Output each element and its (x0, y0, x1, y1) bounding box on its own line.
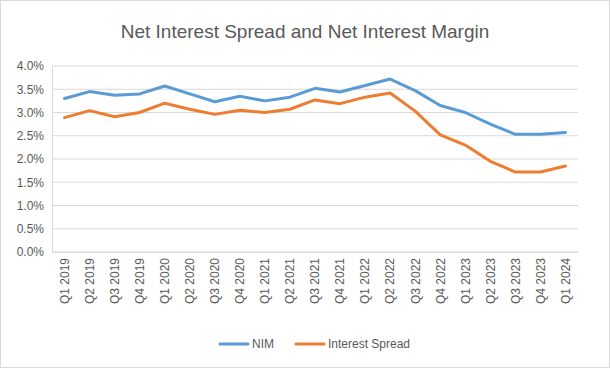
x-tick-label: Q2 2021 (283, 258, 297, 304)
x-tick-label: Q3 2022 (409, 258, 423, 304)
y-tick: 3.0% (17, 106, 52, 120)
y-tick: 4.0% (17, 59, 52, 73)
y-tick-label: 0.5% (17, 222, 45, 236)
legend-swatch (296, 343, 324, 346)
y-tick: 0.5% (17, 222, 52, 236)
x-tick: Q3 2021 (308, 252, 322, 304)
x-tick-label: Q3 2021 (308, 258, 322, 304)
x-tick-label: Q2 2023 (484, 258, 498, 304)
x-tick: Q1 2024 (559, 252, 573, 304)
x-tick: Q4 2021 (333, 252, 347, 304)
x-tick: Q1 2021 (258, 252, 272, 304)
x-tick: Q3 2022 (409, 252, 423, 304)
x-tick: Q1 2020 (158, 252, 172, 304)
x-axis: Q1 2019 Q2 2019 Q3 2019 Q4 2019 Q1 2020 Q2 20… (53, 252, 579, 304)
x-tick-label: Q1 2019 (58, 258, 72, 304)
grid-line (52, 205, 578, 206)
y-tick-label: 2.5% (17, 129, 45, 143)
chart-frame (1, 1, 610, 368)
x-tick-label: Q1 2022 (358, 258, 372, 304)
x-tick: Q2 2020 (183, 252, 197, 304)
y-axis-line (52, 67, 53, 253)
x-tick-label: Q4 2022 (434, 258, 448, 304)
legend-label: NIM (252, 337, 274, 351)
x-tick-label: Q4 2023 (534, 258, 548, 304)
x-tick-label: Q1 2020 (158, 258, 172, 304)
y-tick-label: 1.0% (17, 199, 45, 213)
grid-line (52, 66, 578, 67)
x-tick: Q1 2022 (358, 252, 372, 304)
grid-line (52, 135, 578, 136)
y-tick-label: 3.5% (17, 83, 45, 97)
x-tick-label: Q3 2023 (509, 258, 523, 304)
x-tick: Q2 2022 (383, 252, 397, 304)
x-tick: Q2 2019 (83, 252, 97, 304)
x-tick: Q3 2023 (509, 252, 523, 304)
y-tick-label: 0.0% (17, 245, 45, 259)
x-tick: Q1 2023 (459, 252, 473, 304)
x-tick: Q1 2019 (58, 252, 72, 304)
x-tick-label: Q3 2019 (108, 258, 122, 304)
x-tick: Q4 2020 (233, 252, 247, 304)
x-tick-label: Q1 2023 (459, 258, 473, 304)
x-tick: Q4 2019 (133, 252, 147, 304)
legend-label: Interest Spread (328, 337, 410, 351)
grid-line (52, 159, 578, 160)
series-line (65, 79, 566, 134)
x-tick: Q4 2023 (534, 252, 548, 304)
x-tick-label: Q2 2019 (83, 258, 97, 304)
y-tick: 2.5% (17, 129, 52, 143)
y-tick: 2.0% (17, 152, 52, 166)
y-tick-label: 3.0% (17, 106, 45, 120)
series-group (65, 79, 566, 172)
x-tick-label: Q1 2024 (559, 258, 573, 304)
x-tick-label: Q2 2020 (183, 258, 197, 304)
x-tick-label: Q3 2020 (208, 258, 222, 304)
x-tick-label: Q4 2021 (333, 258, 347, 304)
series-line (65, 93, 566, 172)
legend-item: Interest Spread (296, 337, 410, 351)
grid-line (52, 228, 578, 229)
x-tick: Q2 2021 (283, 252, 297, 304)
y-tick-label: 1.5% (17, 176, 45, 190)
x-tick: Q3 2020 (208, 252, 222, 304)
x-tick: Q4 2022 (434, 252, 448, 304)
y-tick-label: 4.0% (17, 59, 45, 73)
y-tick: 0.0% (17, 245, 52, 259)
grid-line (52, 182, 578, 183)
plot-area: 0.0% 0.5% 1.0% 1.5% 2.0% 2.5% 3.0% 3.5% 4.0% Q1 2… (17, 59, 579, 304)
legend-swatch (220, 343, 248, 346)
legend: NIM Interest Spread (220, 337, 410, 351)
y-tick: 1.5% (17, 176, 52, 190)
x-tick: Q3 2019 (108, 252, 122, 304)
x-tick: Q2 2023 (484, 252, 498, 304)
y-axis: 0.0% 0.5% 1.0% 1.5% 2.0% 2.5% 3.0% 3.5% 4.0% (17, 59, 53, 259)
x-tick-label: Q4 2019 (133, 258, 147, 304)
chart: Net Interest Spread and Net Interest Mar… (0, 0, 610, 368)
x-tick-label: Q2 2022 (383, 258, 397, 304)
x-axis-line (53, 252, 579, 253)
y-tick: 3.5% (17, 83, 52, 97)
legend-item: NIM (220, 337, 274, 351)
x-tick-label: Q1 2021 (258, 258, 272, 304)
title: Net Interest Spread and Net Interest Mar… (121, 21, 490, 42)
grid-line (52, 252, 578, 253)
y-tick: 1.0% (17, 199, 52, 213)
y-tick-label: 2.0% (17, 152, 45, 166)
x-tick-label: Q4 2020 (233, 258, 247, 304)
grid (52, 66, 578, 252)
